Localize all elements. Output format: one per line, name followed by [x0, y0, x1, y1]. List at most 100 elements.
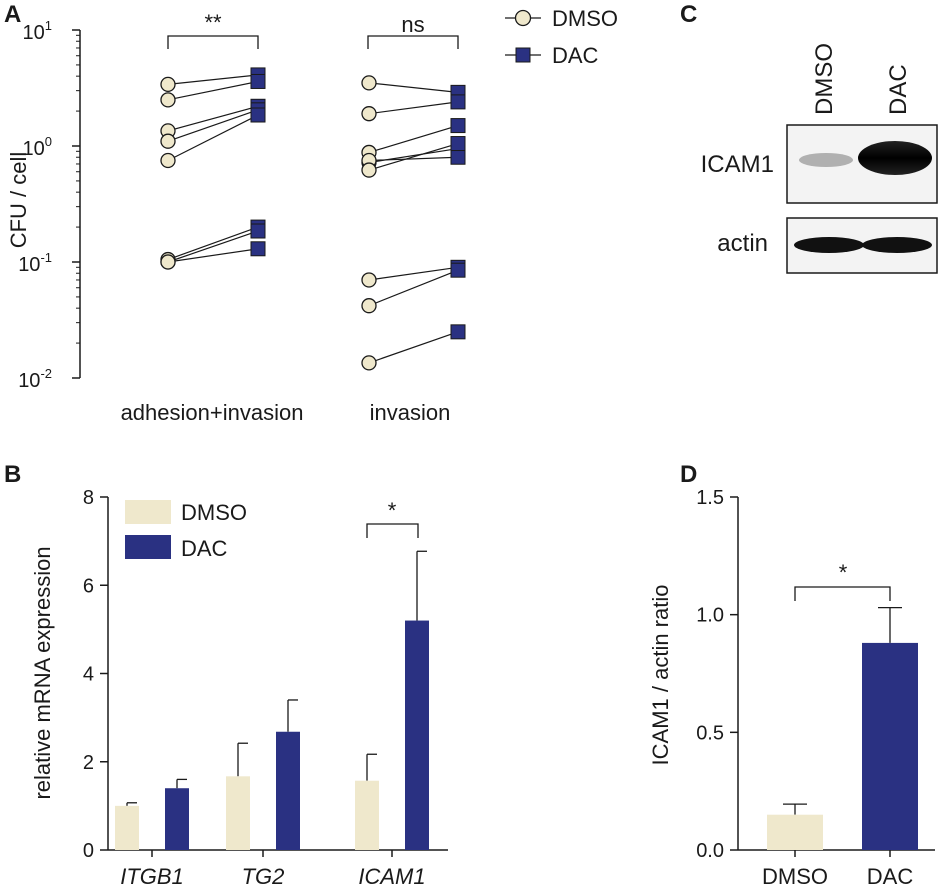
- blot-column-label: DMSO: [811, 43, 838, 115]
- chart-a-dmso-point: [361, 298, 377, 314]
- legend-dac-label: DAC: [181, 536, 228, 561]
- legend-dac-label: DAC: [552, 43, 599, 68]
- chart-b-ytick-label: 4: [83, 664, 94, 686]
- chart-a-dac-point: [450, 118, 466, 134]
- chart-b-xtick-label: ITGB1: [120, 864, 184, 889]
- chart-d-xlabels: DMSO DAC: [762, 850, 913, 889]
- chart-a-dac-point: [250, 107, 266, 123]
- chart-b-ytick-label: 0: [83, 840, 94, 862]
- chart-d-bar-dac: [862, 642, 918, 850]
- blot-row-label: actin: [717, 230, 768, 257]
- chart-b-sig-label: *: [388, 498, 397, 523]
- chart-a-ylabel: CFU / cell: [6, 152, 31, 249]
- chart-b-xtick-label: TG2: [242, 864, 285, 889]
- chart-a-dac-point: [450, 324, 466, 340]
- chart-b-yticks: 0 2 4 6 8: [83, 487, 108, 862]
- chart-d-yticks: 0.0 0.5 1.0 1.5: [696, 487, 738, 862]
- chart-b-bar-dmso: [226, 776, 250, 850]
- chart-a-dmso-point: [160, 76, 176, 92]
- chart-a-dac-point: [250, 73, 266, 89]
- chart-d-bars: [767, 606, 918, 850]
- chart-a-dac-point: [250, 223, 266, 239]
- panel-letter-d: D: [680, 461, 697, 488]
- chart-a-dmso-point: [361, 272, 377, 288]
- chart-b-bar-dac: [276, 731, 300, 850]
- chart-d-xtick-label: DAC: [867, 864, 914, 889]
- chart-b-xlabels: ITGB1 TG2 ICAM1: [120, 850, 426, 889]
- chart-a-pair-line: [167, 248, 259, 263]
- western-blot: DMSO DAC ICAM1 actin: [701, 43, 938, 274]
- chart-a-dmso-point: [361, 162, 377, 178]
- chart-a-ytick-label: 10-1: [18, 250, 52, 276]
- chart-d-ytick-label: 0.0: [696, 840, 724, 862]
- blot-band-icam1-dmso: [799, 153, 853, 167]
- chart-a-pair-line: [368, 156, 459, 162]
- chart-b-ytick-label: 2: [83, 752, 94, 774]
- chart-a-cat-label: adhesion+invasion: [121, 400, 304, 425]
- chart-a-pair-line: [368, 266, 459, 281]
- chart-a-dmso-point: [361, 75, 377, 91]
- chart-a-minor-ticks: [76, 34, 80, 344]
- chart-b-bar-dac: [405, 620, 429, 850]
- chart-b-ytick-label: 6: [83, 575, 94, 597]
- chart-d-sig-label: *: [839, 560, 848, 585]
- chart-a-pair-line: [368, 124, 459, 154]
- chart-a-dmso-point: [160, 152, 176, 169]
- chart-d-xtick-label: DMSO: [762, 864, 828, 889]
- chart-a-dac-point: [450, 136, 466, 152]
- chart-b-bar-dmso: [115, 805, 139, 850]
- chart-d: ICAM1 / actin ratio 0.0 0.5 1.0 1.5 DMSO DAC…: [648, 487, 935, 889]
- chart-a-points: [160, 67, 466, 371]
- chart-a-pair-line: [167, 114, 259, 162]
- chart-a-dac-point: [450, 262, 466, 278]
- chart-a-ytick-label: 10-2: [18, 366, 52, 392]
- chart-a-pair-line: [167, 74, 259, 85]
- chart-a-dmso-point: [160, 133, 176, 149]
- chart-b-ylabel: relative mRNA expression: [30, 546, 55, 799]
- chart-a-dmso-point: [160, 92, 176, 108]
- blot-column-label: DAC: [885, 64, 912, 115]
- legend-dmso-label: DMSO: [552, 6, 618, 31]
- chart-d-ytick-label: 0.5: [696, 722, 724, 744]
- chart-d-ytick-label: 1.5: [696, 487, 724, 509]
- chart-a-dmso-point: [160, 254, 176, 270]
- chart-b-bars: [115, 550, 429, 850]
- chart-a-dmso-point: [361, 106, 377, 122]
- chart-a-yticks: 10-2 10-1 100 101: [18, 18, 80, 392]
- chart-a-pair-line: [167, 109, 259, 142]
- blot-band-icam1-dac: [858, 141, 932, 175]
- chart-a-pair-line: [167, 226, 259, 261]
- blot-band-actin-dmso: [794, 237, 864, 253]
- chart-a-dmso-point: [361, 355, 377, 371]
- chart-a-bracket: [367, 35, 459, 49]
- chart-a-dac-point: [450, 149, 466, 165]
- chart-a-legend: DMSO DAC: [505, 6, 618, 68]
- blot-row-label: ICAM1: [701, 151, 774, 178]
- chart-d-bar-dmso: [767, 814, 823, 850]
- legend-dmso-marker: [514, 9, 532, 27]
- chart-b-xtick-label: ICAM1: [358, 864, 425, 889]
- legend-dmso-swatch: [125, 500, 171, 524]
- chart-b-bar-dmso: [355, 780, 379, 850]
- chart-a-pair-line: [368, 269, 459, 307]
- chart-a: CFU / cell 10-2 10-1 100 101 adhesion+invas…: [6, 6, 618, 425]
- chart-a-cat-label: invasion: [370, 400, 451, 425]
- chart-d-ylabel: ICAM1 / actin ratio: [648, 585, 673, 766]
- chart-a-pair-line: [368, 142, 459, 171]
- chart-a-pair-line: [167, 80, 259, 101]
- chart-a-pair-lines: [167, 74, 459, 364]
- panel-letter-a: A: [4, 1, 21, 28]
- panel-letter-b: B: [4, 461, 21, 488]
- chart-a-sig-label: ns: [401, 12, 424, 37]
- chart-a-ytick-label: 101: [23, 18, 52, 44]
- chart-a-pair-line: [167, 230, 259, 263]
- panel-letter-c: C: [680, 1, 697, 28]
- legend-dmso-label: DMSO: [181, 500, 247, 525]
- legend-dac-swatch: [125, 535, 171, 559]
- blot-band-actin-dac: [862, 237, 932, 253]
- chart-a-pair-line: [368, 331, 459, 364]
- chart-d-ytick-label: 1.0: [696, 605, 724, 627]
- chart-a-pair-line: [368, 82, 459, 93]
